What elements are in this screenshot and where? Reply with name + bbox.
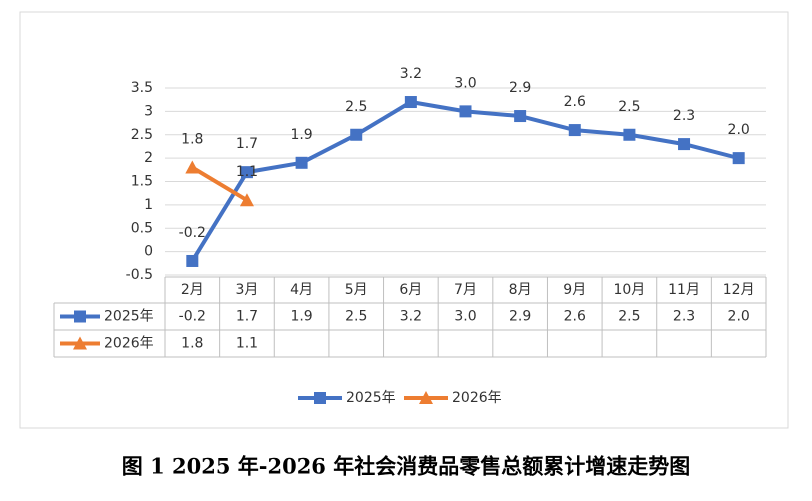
table-cell: 2.0: [728, 309, 750, 325]
table-cell: 2.5: [618, 309, 640, 325]
data-label: 2.0: [728, 122, 750, 138]
table-legend-marker: [74, 310, 86, 323]
point: [186, 254, 199, 267]
point: [350, 128, 363, 141]
table-cell: -0.2: [179, 309, 206, 325]
y-tick-label: -0.5: [126, 267, 153, 283]
point: [404, 96, 417, 109]
table-cell: 3.0: [454, 309, 476, 325]
y-tick-label: 1.5: [131, 174, 153, 190]
x-tick-label: 9月: [563, 282, 586, 298]
point: [240, 166, 253, 179]
data-label: 2.9: [509, 80, 531, 96]
x-tick-label: 10月: [613, 282, 645, 298]
table-cell: 1.8: [181, 336, 203, 352]
x-tick-label: 5月: [345, 282, 368, 298]
data-label: 3.0: [454, 75, 476, 91]
x-tick-label: 12月: [723, 282, 755, 298]
legend-label: 2026年: [452, 390, 502, 406]
point: [239, 193, 254, 207]
table-cell: 2.5: [345, 309, 367, 325]
y-tick-label: 0.5: [131, 220, 153, 236]
y-tick-label: 2.5: [131, 127, 153, 143]
point: [514, 110, 527, 123]
table-cell: 1.7: [236, 309, 258, 325]
data-label: 3.2: [400, 66, 422, 82]
data-label: 2.5: [618, 99, 640, 115]
chart-frame: [19, 11, 789, 429]
data-label: 1.1: [236, 164, 258, 180]
table-row-label: 2026年: [104, 336, 154, 352]
table-legend-marker: [73, 336, 87, 350]
x-tick-label: 4月: [290, 282, 313, 298]
legend-marker: [314, 392, 326, 404]
x-tick-label: 2月: [181, 282, 204, 298]
point: [295, 156, 308, 169]
x-tick-label: 8月: [509, 282, 532, 298]
data-label: 2.5: [345, 99, 367, 115]
point: [459, 105, 472, 118]
x-tick-label: 11月: [668, 282, 700, 298]
table-cell: 2.9: [509, 309, 531, 325]
data-label: 1.8: [181, 131, 203, 147]
chart-title: 图 1 2025 年-2026 年社会消费品零售总额累计增速走势图: [122, 454, 690, 479]
point: [623, 128, 636, 141]
y-tick-label: 2: [144, 150, 153, 166]
table-cell: 2.3: [673, 309, 695, 325]
legend-marker: [419, 391, 433, 404]
point: [678, 138, 691, 151]
y-tick-label: 0: [144, 244, 153, 260]
table-row-label: 2025年: [104, 309, 154, 325]
x-tick-label: 6月: [399, 282, 422, 298]
data-label: -0.2: [179, 225, 206, 241]
legend-label: 2025年: [346, 390, 396, 406]
y-tick-label: 1: [144, 197, 153, 213]
x-tick-label: 3月: [235, 282, 258, 298]
table-cell: 2.6: [564, 309, 586, 325]
data-label: 1.9: [290, 127, 312, 143]
point: [732, 152, 745, 165]
data-label: 2.6: [564, 94, 586, 110]
y-tick-label: 3.5: [131, 80, 153, 96]
point: [185, 160, 200, 174]
series-line: [191, 165, 248, 202]
x-tick-label: 7月: [454, 282, 477, 298]
data-label: 2.3: [673, 108, 695, 124]
y-tick-label: 3: [144, 103, 153, 119]
table-cell: 1.9: [290, 309, 312, 325]
data-label: 1.7: [236, 136, 258, 152]
table-cell: 3.2: [400, 309, 422, 325]
point: [568, 124, 581, 137]
table-cell: 1.1: [236, 336, 258, 352]
